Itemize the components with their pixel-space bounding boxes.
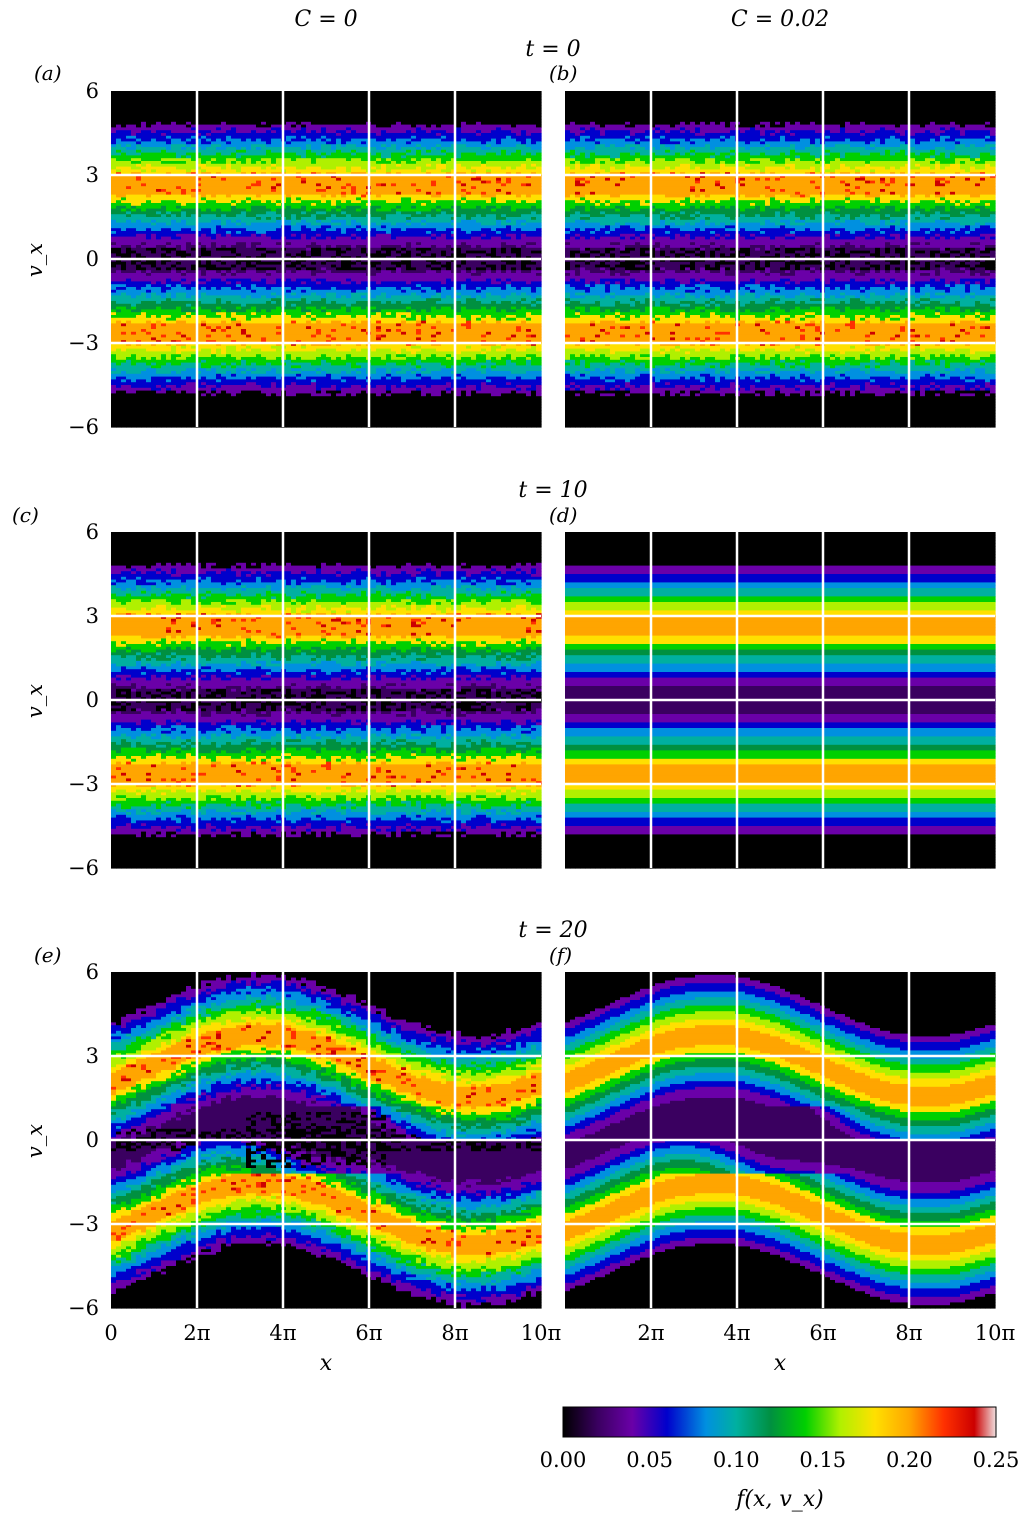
heatmap-cell (221, 424, 227, 427)
panel-label-f: (f) (549, 943, 572, 967)
heatmap-cell (151, 424, 157, 427)
heatmap-cell (241, 424, 247, 427)
heatmap-cell (176, 424, 182, 427)
heatmap-cell (261, 424, 267, 427)
panel-label-d: (d) (549, 503, 577, 527)
heatmap-cell (171, 424, 177, 427)
heatmap-cell (256, 424, 262, 427)
heatmap-cell (201, 424, 207, 427)
panel-label-a: (a) (34, 61, 62, 85)
panel-label-e: (e) (34, 943, 61, 967)
heatmap-cell (156, 424, 162, 427)
column-title-c0: C = 0 (294, 7, 357, 32)
x-axis-label-left: x (320, 1351, 333, 1376)
column-title-c002: C = 0.02 (731, 7, 829, 32)
heatmap-cell (121, 424, 127, 427)
heatmap-cell (116, 424, 122, 427)
panel-label-b: (b) (549, 61, 577, 85)
heatmap-cell (276, 424, 282, 427)
heatmap-cell (286, 424, 292, 427)
heatmap-cell (211, 424, 217, 427)
heatmap-cell (291, 424, 297, 427)
row-title-t20: t = 20 (518, 918, 587, 943)
heatmap-cell (111, 424, 117, 427)
x-axis-label-right: x (774, 1351, 787, 1376)
heatmap-cell (161, 424, 167, 427)
heatmap-cell (166, 424, 172, 427)
heatmap-cell (226, 424, 232, 427)
heatmap-cell (216, 424, 222, 427)
heatmap-cell (236, 424, 242, 427)
y-axis-label-row1: v_x (23, 243, 47, 277)
heatmap-cell (126, 424, 132, 427)
heatmap-panel-a: 630−3−6 (68, 79, 542, 439)
y-axis-label-row2: v_x (23, 684, 47, 718)
heatmap-cell (271, 424, 277, 427)
heatmap-cell (141, 424, 147, 427)
row-title-t10: t = 10 (518, 478, 587, 503)
heatmap-cell (186, 424, 192, 427)
heatmap-cell (246, 424, 252, 427)
heatmap-cell (131, 424, 137, 427)
row-title-t0: t = 0 (525, 37, 580, 62)
panel-label-c: (c) (12, 503, 39, 527)
heatmap-cell (231, 424, 237, 427)
heatmap-cell (146, 424, 152, 427)
heatmap-cell (136, 424, 142, 427)
heatmap-cell (296, 424, 302, 427)
heatmap-cell (266, 424, 272, 427)
y-axis-label-row3: v_x (23, 1124, 47, 1158)
heatmap-cell (206, 424, 212, 427)
heatmap-cell (251, 424, 257, 427)
heatmap-cell (181, 424, 187, 427)
